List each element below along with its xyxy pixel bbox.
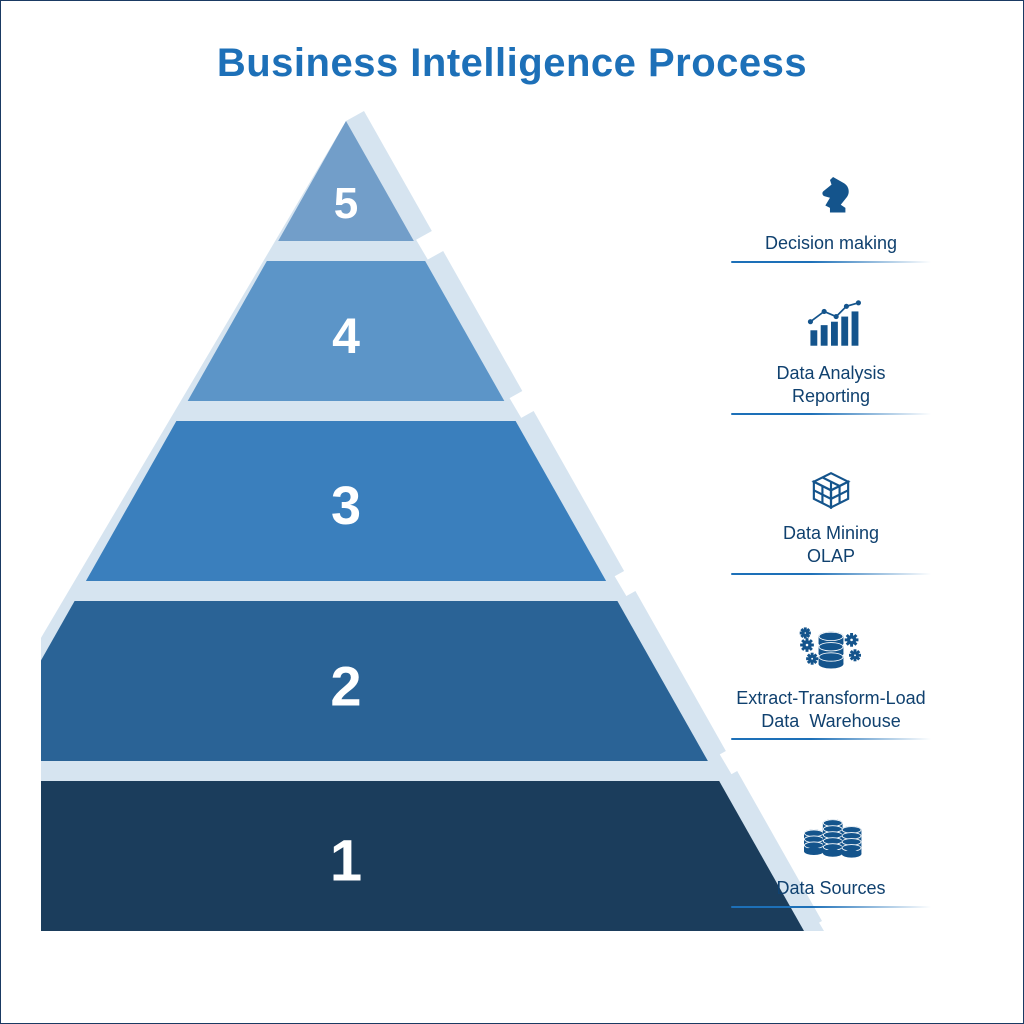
side-rule-5 <box>731 261 931 263</box>
side-item-5: Decision making <box>701 166 961 263</box>
side-label-4: Data Analysis Reporting <box>701 362 961 407</box>
side-rule-1 <box>731 906 931 908</box>
pyramid-number-4: 4 <box>332 307 360 365</box>
side-label-1: Data Sources <box>701 877 961 900</box>
pyramid-layer-2 <box>41 601 708 761</box>
side-label-3: Data Mining OLAP <box>701 522 961 567</box>
side-label-2: Extract-Transform-Load Data Warehouse <box>701 687 961 732</box>
side-rule-3 <box>731 573 931 575</box>
side-item-2: Extract-Transform-Load Data Warehouse <box>701 621 961 740</box>
pyramid-number-2: 2 <box>330 654 361 719</box>
cube-icon <box>793 456 869 516</box>
side-rule-4 <box>731 413 931 415</box>
page-title: Business Intelligence Process <box>1 41 1023 86</box>
infographic-frame: Business Intelligence Process 5 4 3 2 1 Deci… <box>0 0 1024 1024</box>
side-label-5: Decision making <box>701 232 961 255</box>
side-item-4: Data Analysis Reporting <box>701 296 961 415</box>
side-rule-2 <box>731 738 931 740</box>
databases-icon <box>793 811 869 871</box>
pyramid-number-1: 1 <box>330 828 362 895</box>
side-item-3: Data Mining OLAP <box>701 456 961 575</box>
knight-icon <box>793 166 869 226</box>
pyramid-stage: 5 4 3 2 1 Decision making Data Analysis Repor… <box>41 111 985 931</box>
chart-icon <box>793 296 869 356</box>
etl-icon <box>793 621 869 681</box>
pyramid-number-5: 5 <box>334 179 358 229</box>
pyramid-number-3: 3 <box>331 475 361 537</box>
pyramid-layer-1 <box>41 781 804 931</box>
side-item-1: Data Sources <box>701 811 961 908</box>
